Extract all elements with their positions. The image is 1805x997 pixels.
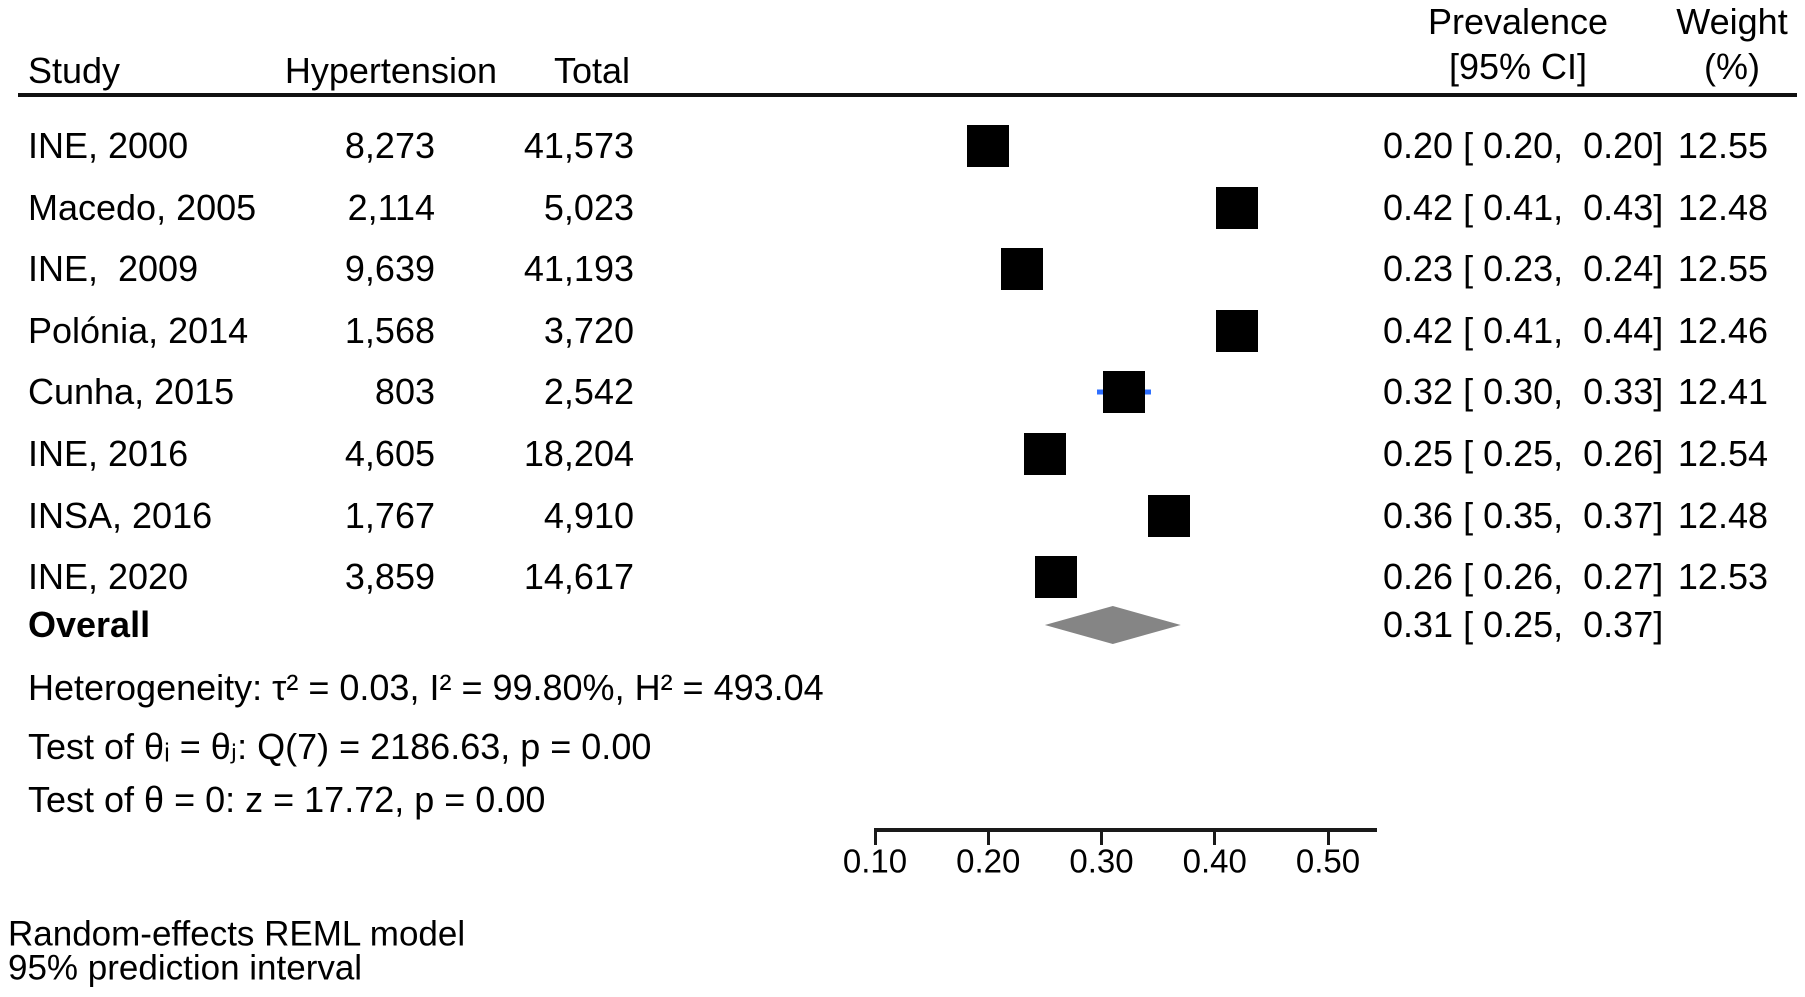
prediction-interval-note: 95% prediction interval	[8, 948, 363, 988]
study-label: Cunha, 2015	[28, 371, 235, 413]
study-cases: 2,114	[347, 186, 435, 228]
x-axis-line	[875, 828, 1377, 832]
estimate-square	[1216, 309, 1259, 352]
estimate-square	[1103, 371, 1146, 414]
x-axis-tick-label: 0.20	[956, 842, 1021, 880]
x-axis-tick	[873, 828, 877, 845]
study-total: 5,023	[543, 186, 634, 228]
estimate-square	[1035, 556, 1078, 599]
study-ci-text: 0.26 [ 0.26, 0.27]	[1383, 556, 1664, 598]
study-ci-text: 0.20 [ 0.20, 0.20]	[1383, 125, 1664, 166]
study-total: 3,720	[543, 309, 634, 351]
study-label: INSA, 2016	[28, 494, 213, 536]
study-label: INE, 2000	[28, 125, 189, 166]
column-header-prevalence-line1: Prevalence	[1427, 1, 1609, 42]
x-axis-tick-label: 0.30	[1069, 842, 1134, 880]
study-ci-text: 0.23 [ 0.23, 0.24]	[1383, 248, 1664, 290]
study-cases: 3,859	[344, 556, 435, 598]
study-ci-text: 0.42 [ 0.41, 0.43]	[1383, 186, 1664, 228]
study-total: 14,617	[523, 556, 634, 598]
x-axis-tick-label: 0.50	[1295, 842, 1361, 880]
estimate-square	[967, 125, 1010, 167]
overall-diamond	[1044, 606, 1181, 644]
study-total: 2,542	[543, 371, 634, 413]
test-theta-zero-stats: Test of θ = 0: z = 17.72, p = 0.00	[28, 779, 546, 820]
overall-ci-text: 0.31 [ 0.25, 0.37]	[1383, 604, 1664, 645]
study-weight: 12.48	[1677, 494, 1768, 536]
column-header-prevalence-line2: [95% CI]	[1448, 46, 1588, 87]
x-axis-tick-label: 0.10	[842, 842, 908, 880]
study-label: Polónia, 2014	[28, 309, 249, 351]
study-weight: 12.55	[1677, 248, 1768, 290]
study-cases: 803	[374, 371, 435, 413]
study-cases: 1,767	[344, 494, 435, 536]
study-total: 41,193	[523, 248, 634, 290]
x-axis-tick-label: 0.40	[1182, 842, 1247, 880]
study-weight: 12.41	[1677, 371, 1768, 413]
estimate-square	[1148, 494, 1191, 537]
estimate-square	[1001, 248, 1044, 291]
study-total: 4,910	[543, 494, 634, 536]
study-cases: 1,568	[344, 309, 435, 351]
study-cases: 4,605	[344, 433, 435, 474]
x-axis-tick	[1100, 828, 1103, 845]
x-axis-tick	[986, 828, 990, 845]
x-axis-tick	[1213, 828, 1217, 845]
header-rule	[18, 93, 1797, 97]
study-ci-text: 0.32 [ 0.30, 0.33]	[1383, 371, 1664, 413]
column-header-total: Total	[553, 50, 630, 91]
x-axis-tick	[1326, 828, 1330, 845]
study-label: INE, 2016	[28, 433, 189, 474]
test-theta-ij-stats: Test of θᵢ = θⱼ: Q(7) = 2186.63, p = 0.0…	[28, 726, 652, 767]
column-header-study: Study	[28, 50, 121, 91]
column-header-weight-line1: Weight	[1676, 1, 1788, 42]
column-header-weight-line2: (%)	[1704, 46, 1760, 87]
study-ci-text: 0.42 [ 0.41, 0.44]	[1383, 309, 1664, 351]
estimate-square	[1023, 433, 1066, 475]
study-weight: 12.53	[1677, 556, 1768, 598]
study-weight: 12.55	[1677, 125, 1768, 166]
study-weight: 12.54	[1677, 433, 1768, 474]
estimate-square	[1216, 186, 1259, 229]
model-note: Random-effects REML model	[8, 914, 466, 954]
study-label: INE, 2020	[28, 556, 189, 598]
heterogeneity-stats: Heterogeneity: τ² = 0.03, I² = 99.80%, H…	[28, 667, 824, 708]
column-header-hypertension: Hypertension	[284, 50, 497, 91]
study-label: Macedo, 2005	[28, 186, 257, 228]
study-weight: 12.48	[1677, 186, 1768, 228]
study-total: 18,204	[523, 433, 634, 474]
study-cases: 8,273	[344, 125, 435, 166]
study-weight: 12.46	[1677, 309, 1768, 351]
study-ci-text: 0.25 [ 0.25, 0.26]	[1383, 433, 1664, 474]
study-cases: 9,639	[344, 248, 435, 290]
study-label: INE, 2009	[28, 248, 199, 290]
study-ci-text: 0.36 [ 0.35, 0.37]	[1383, 494, 1664, 536]
overall-label: Overall	[28, 604, 151, 645]
study-total: 41,573	[523, 125, 634, 166]
